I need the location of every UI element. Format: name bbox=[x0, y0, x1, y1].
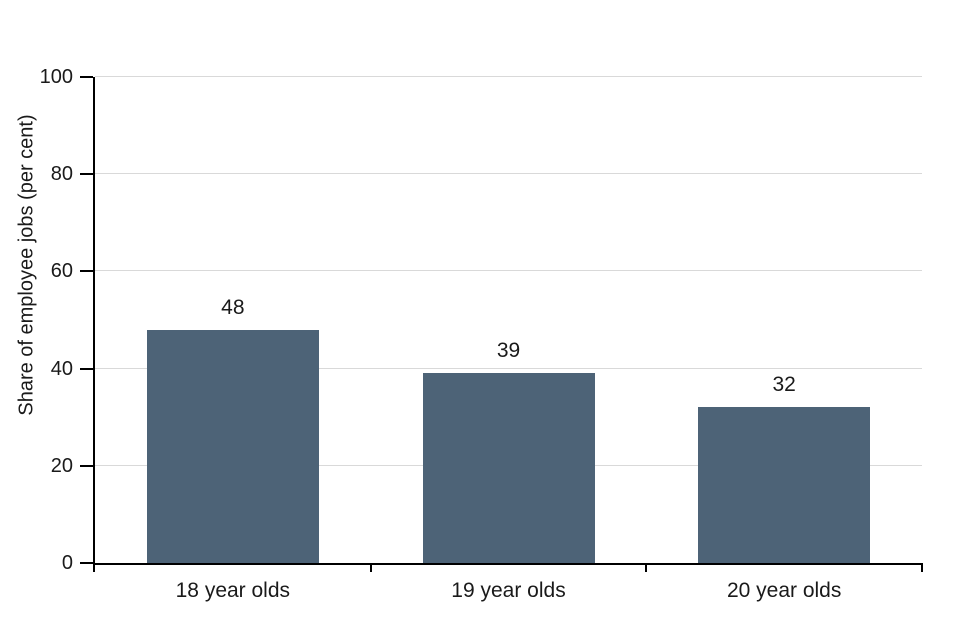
x-category-label: 18 year olds bbox=[175, 579, 291, 602]
bar-value-label: 39 bbox=[496, 339, 521, 363]
y-tick bbox=[80, 562, 93, 564]
y-tick bbox=[80, 76, 93, 78]
x-category-label: 20 year olds bbox=[726, 579, 842, 602]
gridline bbox=[95, 173, 922, 175]
bar-value-label: 48 bbox=[221, 295, 245, 319]
y-tick-label: 80 bbox=[50, 163, 73, 186]
gridline bbox=[95, 270, 922, 272]
x-category-label: 19 year olds bbox=[451, 579, 566, 602]
bar bbox=[422, 373, 595, 563]
bar bbox=[698, 407, 871, 563]
bar bbox=[146, 329, 319, 563]
y-tick bbox=[80, 173, 93, 176]
plot-area: 0 20 40 60 80 100 48 18 year olds 39 19 year olds… bbox=[40, 66, 923, 602]
y-tick bbox=[80, 367, 93, 370]
y-tick-label: 20 bbox=[50, 454, 73, 477]
y-tick-label: 0 bbox=[61, 552, 73, 574]
y-tick-label: 40 bbox=[50, 357, 73, 380]
y-tick bbox=[80, 270, 93, 273]
y-tick-label: 60 bbox=[50, 260, 73, 283]
x-tick bbox=[645, 563, 648, 572]
gridline bbox=[95, 367, 922, 369]
x-tick bbox=[369, 563, 372, 572]
y-tick-label: 100 bbox=[39, 66, 73, 88]
gridline bbox=[95, 76, 922, 77]
y-tick bbox=[80, 464, 93, 467]
bar-value-label: 32 bbox=[772, 373, 796, 397]
x-tick bbox=[921, 563, 923, 572]
x-tick bbox=[93, 563, 95, 572]
